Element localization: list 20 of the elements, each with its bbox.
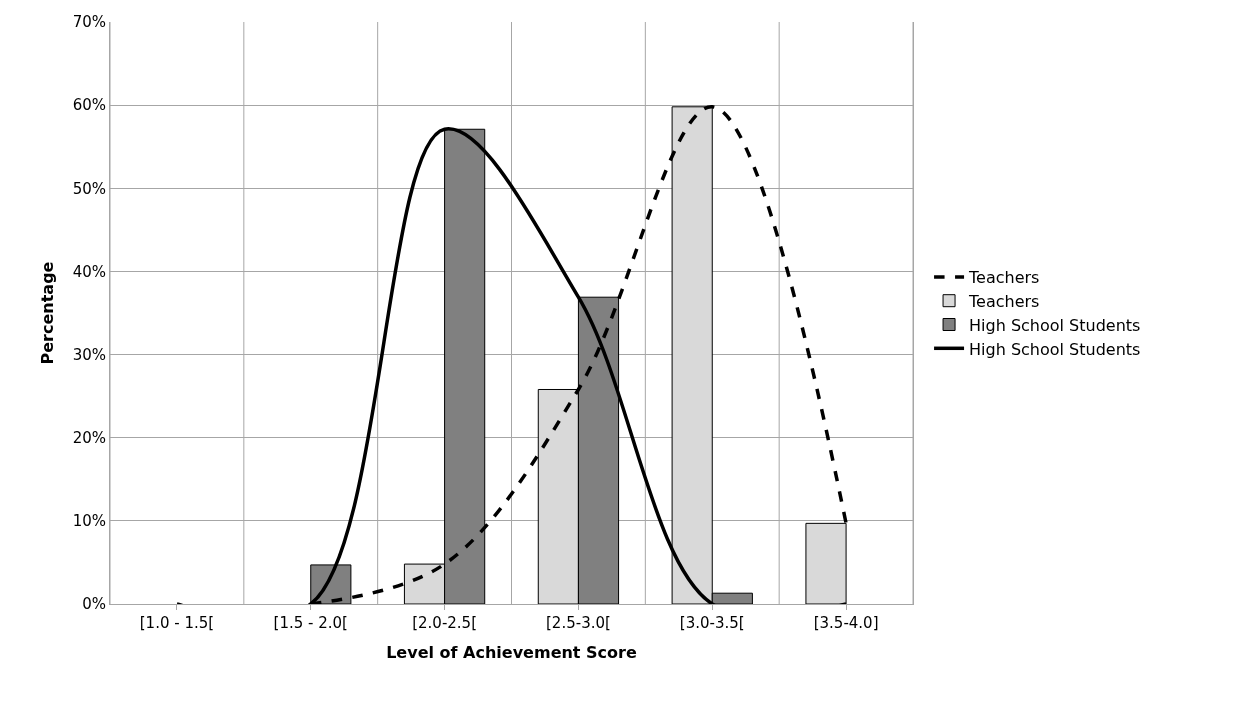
y-tick-label: 60% — [72, 96, 106, 115]
legend-label: Teachers — [968, 268, 1040, 288]
legend-label: Teachers — [968, 291, 1040, 311]
x-tick-label: [3.0-3.5[ — [679, 614, 745, 632]
legend-label: High School Students — [969, 315, 1141, 335]
x-tick-label: [2.5-3.0[ — [546, 614, 611, 632]
y-tick-label: 70% — [72, 13, 106, 32]
y-axis-title: Percentage — [37, 261, 57, 365]
y-tick-label: 20% — [72, 428, 106, 447]
x-tick-label: [3.5-4.0] — [813, 614, 879, 632]
x-tick-label: [1.0 - 1.5[ — [139, 614, 215, 632]
legend-label: High School Students — [969, 339, 1141, 359]
x-tick-label: [2.0-2.5[ — [412, 614, 477, 632]
y-tick-label: 50% — [72, 179, 106, 198]
y-tick-label: 10% — [72, 512, 106, 531]
x-tick-label: [1.5 - 2.0[ — [273, 614, 348, 632]
x-axis-title: Level of Achievement Score — [386, 642, 637, 662]
y-tick-label: 40% — [72, 262, 106, 281]
y-tick-label: 30% — [72, 345, 106, 364]
y-tick-label: 0% — [82, 595, 106, 614]
